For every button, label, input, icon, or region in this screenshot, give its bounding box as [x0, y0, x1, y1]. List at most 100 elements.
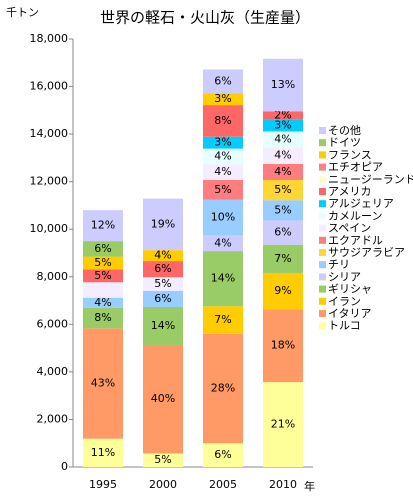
y-tick-label: 10,000	[30, 222, 69, 235]
bar-segment	[203, 333, 243, 444]
y-tick-label: 18,000	[30, 32, 69, 45]
bar-segment	[83, 438, 123, 467]
data-label: 43%	[91, 377, 115, 390]
bar-segment	[143, 306, 183, 346]
bar-segment	[203, 306, 243, 334]
data-label: 4%	[214, 149, 231, 162]
y-tick-label: 16,000	[30, 80, 69, 93]
x-tick-label: 2005	[209, 478, 237, 491]
bar-segment	[143, 345, 183, 454]
data-label: 4%	[94, 296, 111, 309]
data-label: 13%	[271, 78, 295, 91]
bar-segment	[263, 382, 303, 467]
bar-segment	[263, 220, 303, 245]
data-label: 6%	[154, 262, 171, 275]
legend-label: シリア	[328, 270, 361, 283]
legend-swatch	[319, 212, 326, 220]
data-label: 12%	[91, 219, 115, 232]
y-axis-label: 千トン	[6, 6, 39, 19]
bar-segment	[83, 328, 123, 439]
bar-segment	[203, 148, 243, 165]
bar-segment	[203, 251, 243, 307]
bar-segment	[83, 210, 123, 242]
data-label: 4%	[214, 165, 231, 178]
bar-segment	[83, 241, 123, 257]
legend-label: エチオピア	[328, 161, 383, 174]
bar-segment	[83, 269, 123, 283]
legend-swatch	[319, 273, 326, 281]
legend-label: チリ	[328, 258, 350, 271]
y-tick-label: 4,000	[37, 365, 69, 378]
bar-segment	[263, 58, 303, 112]
data-label: 18%	[271, 339, 295, 352]
data-label: 6%	[274, 226, 291, 239]
data-label: 6%	[154, 292, 171, 305]
bar-segment	[203, 93, 243, 106]
data-label: 2%	[274, 108, 291, 121]
data-label: 6%	[214, 74, 231, 87]
data-label: 7%	[214, 313, 231, 326]
data-label: 28%	[211, 382, 235, 395]
legend-label: その他	[328, 124, 361, 137]
data-label: 3%	[214, 136, 231, 149]
data-label: 4%	[274, 149, 291, 162]
x-axis-label: 年	[304, 479, 315, 493]
bar-segment	[143, 198, 183, 251]
legend-label: フランス	[328, 148, 372, 161]
legend-swatch	[319, 139, 326, 147]
legend-swatch	[319, 236, 326, 244]
bar-segment	[143, 290, 183, 307]
legend-swatch	[319, 188, 326, 195]
bar-segment	[203, 443, 243, 467]
legend-label: トルコ	[328, 319, 361, 332]
data-label: 5%	[214, 183, 231, 196]
legend-swatch	[319, 151, 326, 159]
data-label: 8%	[94, 311, 111, 324]
legend-label: イタリア	[328, 307, 372, 320]
bar-segment	[203, 105, 243, 137]
data-label: 11%	[91, 446, 115, 459]
legend-swatch	[319, 200, 326, 208]
bar-segment	[263, 111, 303, 120]
bar-segment	[263, 131, 303, 148]
bar-segment	[263, 119, 303, 132]
data-label: 6%	[214, 448, 231, 461]
data-label: 19%	[151, 217, 175, 230]
data-label: 6%	[94, 242, 111, 255]
legend-label: アメリカ	[328, 185, 371, 198]
legend-swatch	[319, 310, 326, 317]
legend-label: エクアドル	[328, 234, 383, 247]
legend-label: カメルーン	[328, 209, 382, 222]
legend-label: ドイツ	[328, 136, 361, 149]
data-label: 5%	[154, 453, 171, 466]
legend-label: イラン	[328, 295, 361, 308]
bar-segment	[143, 453, 183, 467]
y-tick-label: 12,000	[30, 175, 69, 188]
bar-segment	[263, 309, 303, 383]
y-tick-label: 2,000	[37, 412, 69, 425]
bar-segment	[263, 244, 303, 273]
bar-segment	[143, 250, 183, 262]
data-label: 21%	[271, 418, 295, 431]
legend-label: アルジェリア	[328, 197, 394, 210]
legend-swatch	[319, 175, 326, 183]
legend-swatch	[319, 285, 326, 293]
y-tick-label: 0	[61, 460, 68, 473]
legend-swatch	[319, 249, 326, 256]
data-label: 4%	[274, 165, 291, 178]
legend-swatch	[319, 261, 326, 269]
x-tick-label: 2000	[149, 478, 177, 491]
bar-segment	[263, 200, 303, 221]
data-label: 3%	[214, 92, 231, 105]
bar-segment	[83, 297, 123, 308]
legend-swatch	[319, 163, 326, 171]
legend-label: サウジアラビア	[328, 246, 405, 259]
bar-segment	[83, 307, 123, 329]
data-label: 5%	[94, 256, 111, 269]
y-tick-label: 14,000	[30, 127, 69, 140]
data-label: 14%	[151, 319, 175, 332]
bar-segment	[263, 272, 303, 310]
legend-swatch	[319, 297, 326, 305]
chart-title: 世界の軽石・火山灰（生産量）	[100, 9, 310, 27]
